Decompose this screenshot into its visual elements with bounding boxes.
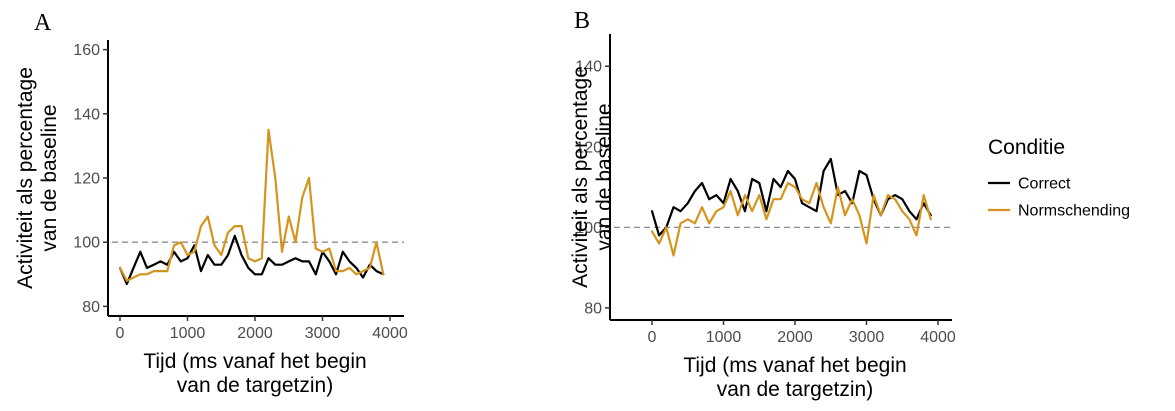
y-tick-label: 100 [575,220,602,237]
y-tick-label: 140 [73,106,100,123]
panel-label: B [574,8,590,34]
y-tick-label: 80 [584,300,602,317]
legend-label-correct: Correct [1018,176,1071,193]
y-axis-title: Activiteit als percentage [14,67,37,289]
chart-panel-a: A 80 100 120 140 160 0 1000 2000 3000 4000 Tijd (ms… [14,10,408,397]
y-tick-label: 160 [73,42,100,59]
legend-label-normschending: Normschending [1018,203,1130,220]
x-tick-label: 2000 [237,325,273,342]
x-tick-label: 0 [648,329,657,346]
y-tick-label: 120 [575,139,602,156]
y-tick-label: 140 [575,59,602,76]
legend: Conditie Correct Normschending [988,136,1130,220]
y-axis-title: van de baseline [38,104,61,251]
x-tick-label: 1000 [170,325,206,342]
x-tick-label: 1000 [706,329,742,346]
panel-label: A [34,10,52,36]
x-axis-title: van de targetzin) [717,378,873,401]
x-tick-label: 3000 [849,329,885,346]
x-tick-label: 2000 [777,329,813,346]
y-axis-title: van de baseline [593,103,616,250]
chart-panel-b: B 80 100 120 140 0 1000 2000 3000 4000 Tijd (ms va… [569,8,956,401]
x-tick-label: 4000 [372,325,408,342]
legend-title: Conditie [988,136,1065,159]
x-tick-label: 4000 [920,329,956,346]
x-tick-label: 0 [116,325,125,342]
x-axis-title: Tijd (ms vanaf het begin [683,354,906,377]
y-tick-label: 100 [73,235,100,252]
series-line-normschending [650,181,932,257]
series-line-normschending [118,128,385,282]
x-axis-title: van de targetzin) [177,374,333,397]
series-line-correct [118,234,385,285]
y-tick-label: 80 [82,299,100,316]
y-tick-label: 120 [73,171,100,188]
x-axis-title: Tijd (ms vanaf het begin [143,350,366,373]
x-tick-label: 3000 [305,325,341,342]
y-axis-title: Activiteit als percentage [569,66,592,288]
